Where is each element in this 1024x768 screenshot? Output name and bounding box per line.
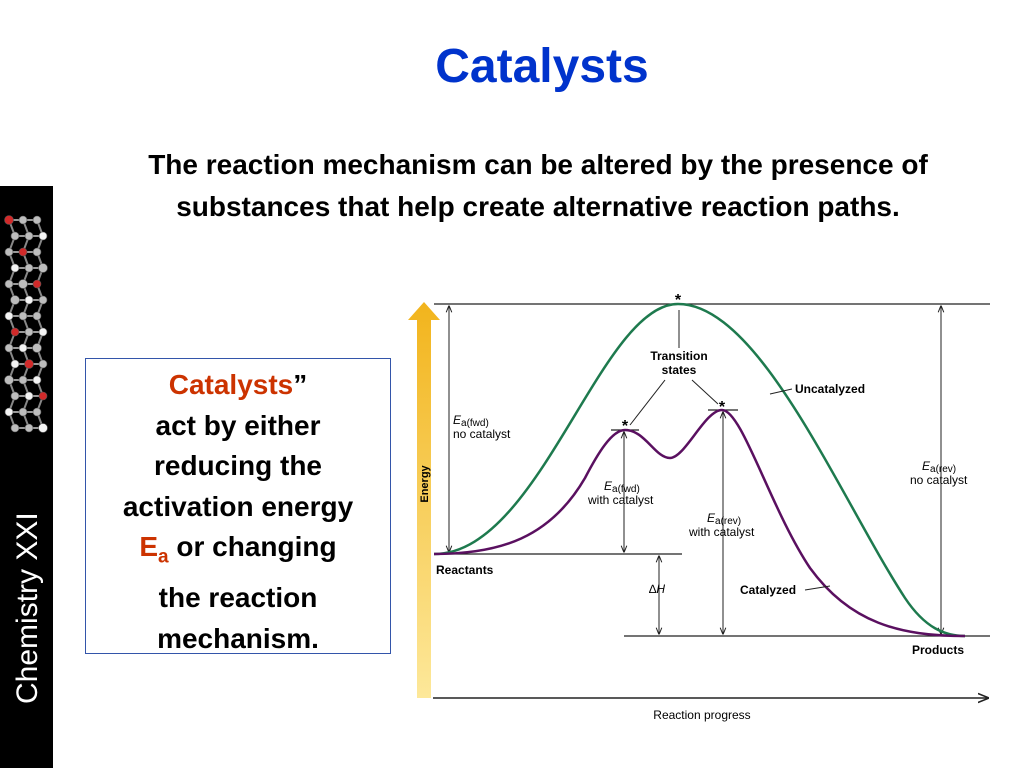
uncatalyzed-curve bbox=[433, 302, 966, 638]
sidebar: Chemistry XXI bbox=[0, 186, 53, 768]
callout-line-3: activation energy bbox=[122, 490, 354, 522]
energy-axis-label: Energy bbox=[419, 464, 431, 502]
no-catalyst-label-right: no catalyst bbox=[910, 473, 968, 487]
ea-fwd-no-catalyst-label: Ea(fwd) bbox=[453, 413, 489, 429]
transition-leader-right bbox=[691, 379, 719, 405]
transition-states-label-2: states bbox=[662, 363, 697, 377]
callout-line-5: the reaction bbox=[158, 582, 318, 614]
ts-star-uncatalyzed: * bbox=[675, 292, 682, 309]
catalyst-callout: Catalysts” act by either reducing the ac… bbox=[85, 358, 391, 654]
with-catalyst-label-left: with catalyst bbox=[587, 493, 654, 507]
callout-quote: ” bbox=[293, 369, 308, 400]
catalyzed-label: Catalyzed bbox=[740, 583, 796, 597]
ea-fwd-with-catalyst-label: Ea(fwd) bbox=[604, 479, 640, 495]
uncatalyzed-leader bbox=[769, 388, 793, 395]
slide-title: Catalysts bbox=[435, 40, 649, 93]
intro-text: The reaction mechanism can be altered by… bbox=[148, 149, 928, 222]
callout-heading: Catalysts bbox=[168, 369, 294, 400]
callout-line-6: mechanism. bbox=[157, 622, 319, 654]
callout-ea-symbol: E bbox=[139, 531, 159, 562]
callout-line-1: act by either bbox=[155, 409, 321, 441]
no-catalyst-label-left: no catalyst bbox=[453, 427, 511, 441]
callout-heading-line: Catalysts” bbox=[86, 365, 390, 406]
catalyzed-leader bbox=[804, 585, 831, 591]
transition-states-label-1: Transition bbox=[650, 349, 707, 363]
callout-line-4-wrap: Ea or changing bbox=[86, 527, 390, 578]
callout-line-4: or changing bbox=[168, 531, 337, 562]
delta-h-label: ∆H bbox=[649, 582, 665, 596]
reactants-label: Reactants bbox=[436, 563, 494, 577]
products-label: Products bbox=[912, 643, 964, 657]
progress-axis-label: Reaction progress bbox=[653, 708, 750, 722]
transition-leader-left bbox=[629, 379, 666, 426]
ts-star-catalyzed-1: * bbox=[622, 418, 629, 435]
molecule-icon bbox=[4, 215, 48, 433]
with-catalyst-label-right: with catalyst bbox=[688, 525, 755, 539]
energy-diagram: Energy Reaction progress * * * Transitio… bbox=[408, 292, 990, 722]
ts-star-catalyzed-2: * bbox=[719, 399, 726, 416]
energy-axis-arrow bbox=[408, 302, 440, 698]
catalyzed-curve bbox=[433, 408, 966, 638]
callout-line-2: reducing the bbox=[153, 450, 322, 481]
sidebar-label: Chemistry XXI bbox=[11, 512, 44, 704]
uncatalyzed-label: Uncatalyzed bbox=[795, 382, 865, 396]
ea-rev-with-catalyst-label: Ea(rev) bbox=[707, 511, 741, 527]
callout-ea-subscript: a bbox=[158, 546, 169, 568]
ea-rev-no-catalyst-label: Ea(rev) bbox=[922, 459, 956, 475]
